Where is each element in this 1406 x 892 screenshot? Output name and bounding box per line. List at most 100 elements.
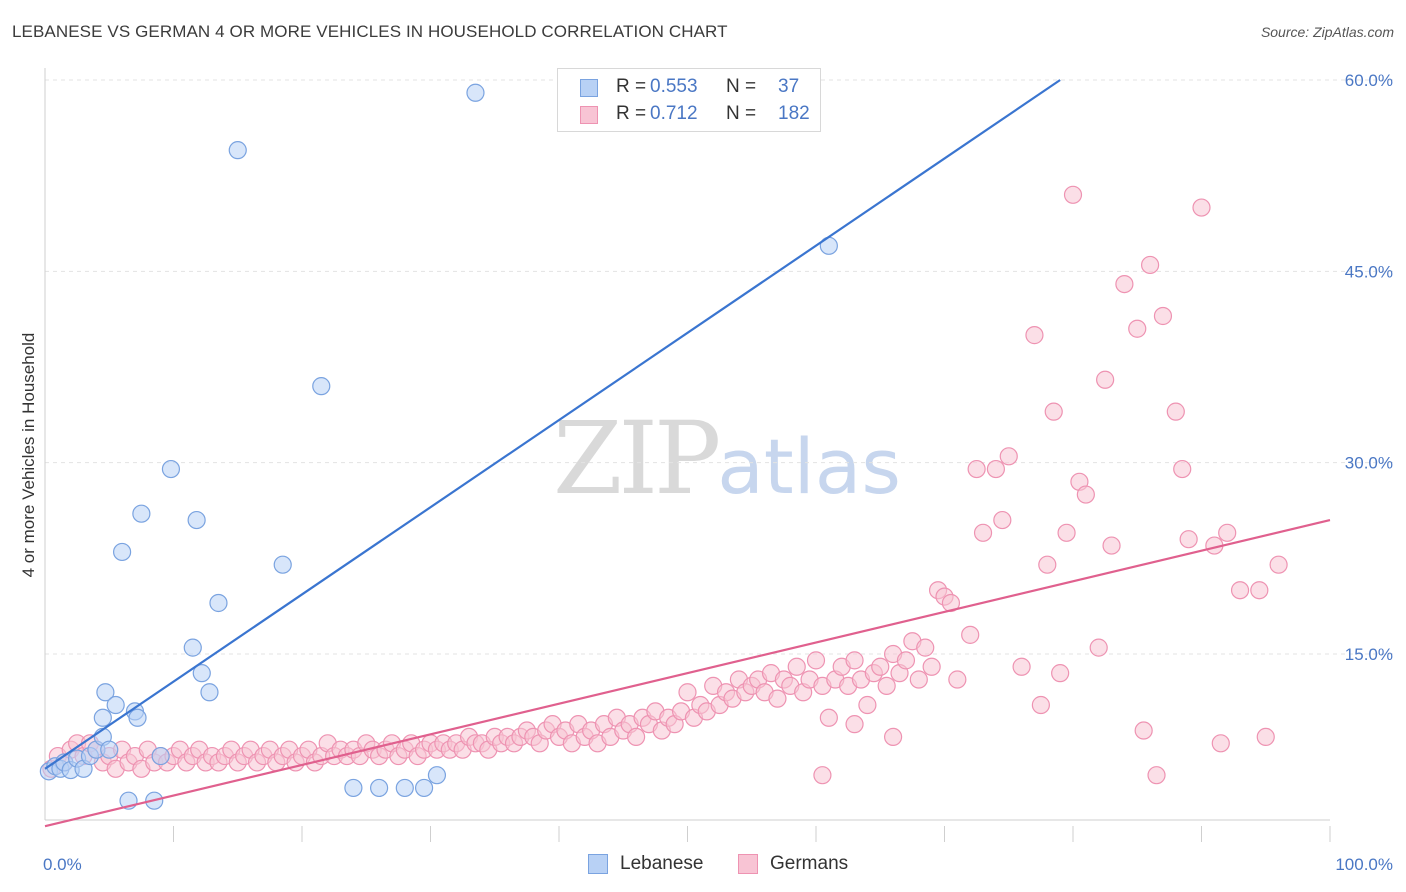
germans-point: [916, 638, 935, 657]
germans-point: [806, 651, 826, 670]
y-tick-label: 30.0%: [1345, 454, 1393, 473]
lebanese-point: [96, 683, 115, 702]
lebanese-point: [183, 638, 202, 657]
germans-point: [1096, 370, 1115, 389]
lebanese-point: [132, 504, 151, 523]
lebanese-point: [228, 141, 247, 160]
bottom-legend-label-lebanese: Lebanese: [620, 853, 704, 874]
germans-point: [1057, 523, 1076, 542]
germans-point: [896, 651, 916, 670]
legend-r-value: 0.553: [650, 76, 698, 97]
germans-point: [1250, 581, 1269, 600]
legend-r-label: R =: [616, 76, 647, 97]
germans-point: [1089, 638, 1108, 657]
germans-point: [813, 766, 832, 785]
germans-points: [42, 185, 1288, 785]
legend-r-value: 0.712: [650, 103, 698, 124]
lebanese-points: [39, 83, 838, 810]
germans-point: [1269, 555, 1288, 574]
y-axis-title: 4 or more Vehicles in Household: [19, 333, 38, 578]
germans-point: [1179, 530, 1198, 549]
germans-point: [999, 447, 1018, 466]
lebanese-point: [273, 555, 292, 574]
lebanese-point: [200, 683, 219, 702]
germans-point: [787, 657, 806, 676]
watermark-zip: ZIP: [553, 400, 721, 517]
germans-trend-line: [44, 518, 1331, 828]
germans-point: [1134, 721, 1153, 740]
germans-point: [922, 657, 941, 676]
y-tick-label: 45.0%: [1345, 262, 1393, 281]
y-tick-label: 15.0%: [1345, 645, 1393, 664]
bottom-legend-swatch-germans: [738, 854, 758, 874]
legend-n-value: 182: [778, 103, 810, 124]
legend: R = 0.553 N = 37 R = 0.712 N = 182: [557, 68, 821, 132]
x-tick-label-min: 0.0%: [43, 855, 82, 874]
legend-n-value: 37: [778, 76, 800, 97]
germans-point: [1063, 185, 1083, 204]
germans-point: [1031, 695, 1050, 715]
lebanese-point: [395, 778, 414, 798]
germans-point: [1211, 734, 1230, 753]
x-tick-label-max: 100.0%: [1335, 855, 1393, 874]
germans-point: [1230, 581, 1250, 600]
legend-n-label: N =: [726, 76, 757, 97]
germans-point: [1076, 485, 1095, 504]
lebanese-point: [344, 778, 363, 798]
watermark-atlas: atlas: [717, 422, 901, 511]
gridlines: [45, 79, 1395, 655]
germans-point: [626, 727, 646, 747]
germans-point: [858, 695, 877, 715]
lebanese-point: [112, 542, 132, 562]
germans-point: [871, 657, 890, 676]
lebanese-point: [312, 377, 331, 396]
germans-point: [1192, 198, 1211, 217]
lebanese-point: [466, 83, 485, 102]
germans-point: [1256, 727, 1275, 747]
germans-point: [1102, 536, 1121, 555]
germans-point: [883, 727, 903, 747]
germans-point: [986, 459, 1006, 479]
germans-point: [1173, 459, 1192, 479]
lebanese-point: [128, 708, 147, 727]
germans-point: [909, 670, 928, 689]
germans-point: [1025, 326, 1044, 345]
germans-point: [1166, 402, 1185, 421]
lebanese-point: [192, 664, 211, 683]
lebanese-point: [161, 459, 181, 479]
germans-point: [1012, 657, 1031, 676]
lebanese-point: [414, 778, 434, 798]
germans-point: [967, 459, 986, 479]
lebanese-point: [100, 740, 119, 759]
germans-point: [819, 708, 838, 727]
germans-point: [768, 689, 787, 708]
lebanese-point: [93, 708, 112, 727]
germans-point: [1044, 402, 1063, 421]
lebanese-point: [427, 766, 447, 785]
lebanese-point: [151, 746, 170, 766]
axes: [44, 68, 1331, 842]
germans-point: [1140, 255, 1160, 275]
germans-point: [1115, 274, 1134, 294]
bottom-legend-swatch-lebanese: [588, 854, 608, 874]
germans-point: [845, 715, 864, 734]
germans-point: [1128, 319, 1147, 338]
bottom-legend: Lebanese Germans: [0, 852, 1406, 878]
germans-point: [973, 523, 993, 542]
legend-swatch-lebanese: [580, 79, 598, 97]
lebanese-point: [187, 510, 206, 530]
axis-labels: 15.0% 30.0% 45.0% 60.0% 0.0% 100.0% 4 or more …: [19, 71, 1393, 874]
germans-point: [1218, 523, 1237, 542]
germans-point: [678, 683, 697, 702]
germans-point: [1147, 766, 1166, 785]
germans-point: [877, 676, 896, 695]
legend-r-label: R =: [616, 103, 647, 124]
germans-point: [1038, 555, 1057, 574]
germans-point: [1153, 306, 1173, 326]
lebanese-point: [106, 695, 125, 715]
lebanese-point: [370, 778, 389, 798]
source-label: Source: ZipAtlas.com: [1260, 24, 1394, 40]
germans-point: [993, 510, 1012, 530]
y-tick-label: 60.0%: [1345, 71, 1393, 90]
